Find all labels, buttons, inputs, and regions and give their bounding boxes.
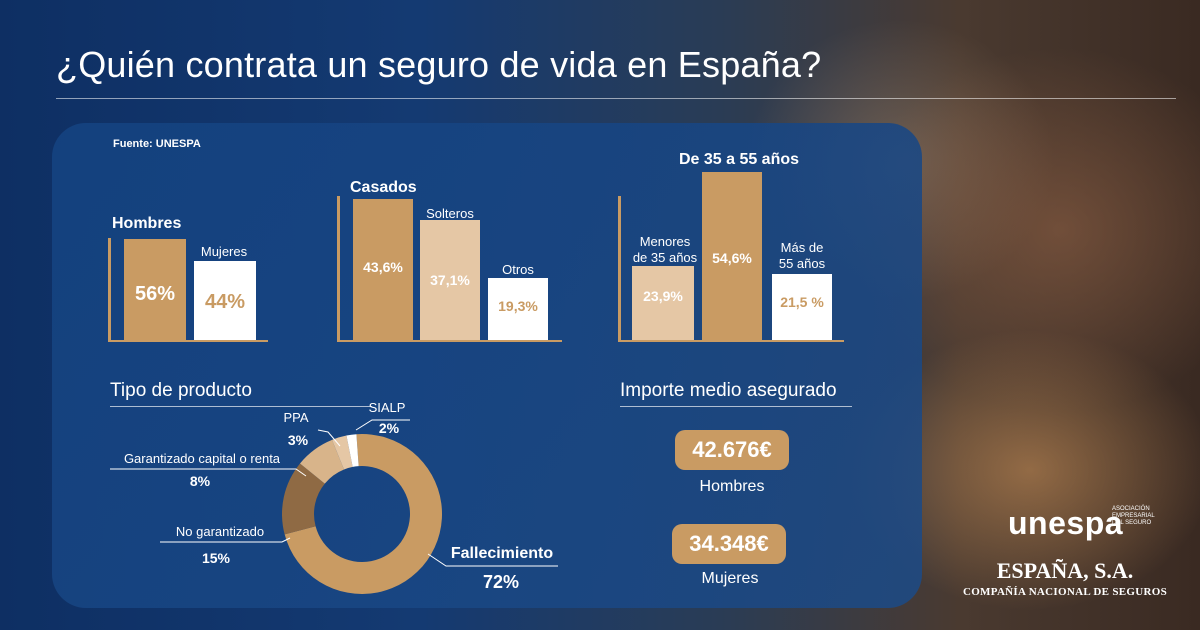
gender-bar-hombres: 56% (124, 239, 186, 340)
amounts-title: Importe medio asegurado (620, 380, 837, 401)
donut-value-garantizado: 8% (189, 473, 211, 489)
donut-value-no-garantizado: 15% (201, 550, 231, 566)
age-value-menores: 23,9% (643, 288, 683, 305)
marital-bar-solteros: 37,1% (420, 220, 480, 340)
donut-label-garantizado: Garantizado capital o renta (123, 451, 281, 466)
donut-label-sialp: SIALP (368, 400, 406, 415)
donut-value-ppa: 3% (287, 432, 309, 448)
unespa-sub-line2: EMPRESARIAL (1112, 513, 1155, 519)
amount-label-mujeres: Mujeres (701, 570, 759, 587)
donut-label-ppa: PPA (283, 410, 309, 425)
donut-label-no-garantizado: No garantizado (175, 524, 265, 539)
unespa-logo: unespa (1008, 505, 1124, 541)
gender-axis-y (108, 238, 111, 342)
marital-category-solteros: Solteros (426, 206, 474, 221)
marital-value-solteros: 37,1% (430, 272, 470, 289)
amount-pill-mujeres: 34.348€ (672, 524, 786, 564)
marital-category-casados: Casados (350, 179, 417, 196)
page-title: ¿Quién contrata un seguro de vida en Esp… (56, 44, 822, 85)
unespa-sub-line1: ASOCIACIÓN (1112, 506, 1150, 512)
gender-category-hombres: Hombres (112, 215, 182, 232)
amount-label-hombres: Hombres (699, 478, 765, 495)
age-bar-menores: 23,9% (632, 266, 694, 340)
marital-bar-casados: 43,6% (353, 199, 413, 340)
age-category-mas-55-line2: 55 años (778, 256, 826, 271)
age-category-menores-line2: de 35 años (632, 250, 698, 265)
unespa-logo-subtitle: ASOCIACIÓN EMPRESARIAL DEL SEGURO (1112, 506, 1155, 527)
age-value-35-55: 54,6% (712, 249, 752, 266)
age-value-mas-55: 21,5 % (780, 293, 824, 310)
donut-label-fallecimiento: Fallecimiento (450, 545, 554, 562)
amounts-rule (620, 406, 852, 407)
age-axis-x (618, 340, 844, 342)
gender-value-hombres: 56% (134, 283, 176, 306)
age-axis-y (618, 196, 621, 342)
age-category-menores-line1: Menores (639, 234, 691, 249)
age-bar-35-55: 54,6% (702, 171, 762, 340)
title-divider (56, 98, 1176, 99)
amount-pill-hombres: 42.676€ (675, 430, 789, 470)
age-category-mas-55-line1: Más de (780, 240, 824, 255)
gender-axis-x (108, 340, 268, 342)
product-type-rule (110, 406, 372, 407)
gender-category-mujeres: Mujeres (200, 244, 248, 259)
source-note: Fuente: UNESPA (113, 138, 201, 150)
espana-sa-logo: ESPAÑA, S.A. (996, 558, 1134, 583)
marital-value-otros: 19,3% (498, 297, 538, 314)
age-category-menores: Menores de 35 años (626, 234, 704, 266)
marital-axis-x (337, 340, 562, 342)
espana-sa-tagline: COMPAÑÍA NACIONAL DE SEGUROS (962, 586, 1168, 598)
marital-category-otros: Otros (502, 262, 534, 277)
product-type-title: Tipo de producto (110, 380, 252, 401)
marital-value-casados: 43,6% (363, 259, 403, 276)
gender-bar-mujeres: 44% (194, 260, 256, 340)
donut-value-fallecimiento: 72% (482, 572, 520, 592)
age-bar-mas-55: 21,5 % (772, 273, 832, 340)
marital-bar-otros: 19,3% (488, 277, 548, 340)
gender-value-mujeres: 44% (204, 290, 246, 313)
age-category-mas-55: Más de 55 años (770, 240, 834, 272)
age-category-35-55: De 35 a 55 años (678, 151, 800, 168)
donut-value-sialp: 2% (378, 420, 400, 436)
unespa-sub-line3: DEL SEGURO (1112, 520, 1152, 526)
marital-axis-y (337, 196, 340, 342)
